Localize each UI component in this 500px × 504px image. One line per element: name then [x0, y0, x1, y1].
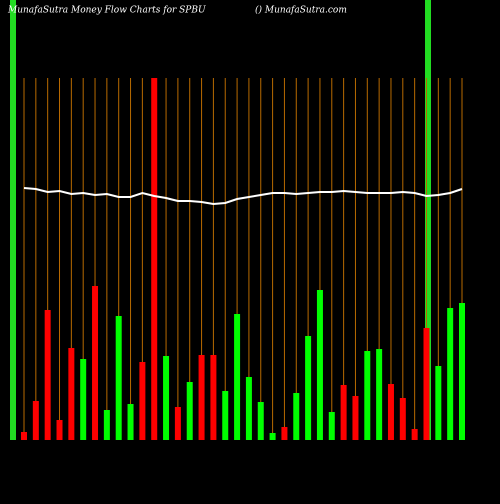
bar — [32, 401, 39, 440]
bar — [245, 377, 252, 440]
bar — [399, 398, 406, 440]
bar — [92, 286, 99, 440]
flow-line — [23, 187, 463, 206]
bar — [328, 412, 335, 440]
bar — [68, 348, 75, 440]
bar — [234, 314, 241, 440]
bar — [447, 308, 454, 440]
bar — [435, 366, 442, 440]
bar — [293, 393, 300, 440]
bar — [411, 429, 418, 440]
bar — [222, 391, 229, 440]
chart-subtitle: () MunafaSutra.com — [255, 5, 347, 16]
bar — [163, 356, 170, 440]
bar — [115, 316, 122, 440]
bar — [103, 410, 110, 440]
bar — [80, 359, 87, 440]
marker-band — [10, 0, 16, 440]
bar — [316, 290, 323, 440]
bar — [364, 351, 371, 440]
bar — [269, 433, 276, 440]
bar — [340, 385, 347, 440]
bar — [281, 427, 288, 440]
bar — [139, 362, 146, 440]
marker-band — [425, 0, 431, 440]
bar — [423, 328, 430, 440]
bar — [21, 432, 27, 440]
bar — [56, 420, 63, 440]
bar — [44, 310, 51, 440]
bar — [127, 404, 134, 440]
bar — [198, 355, 205, 440]
bar — [257, 402, 264, 440]
bar — [305, 336, 312, 440]
bar — [210, 355, 217, 440]
bar — [174, 407, 181, 440]
bar — [459, 303, 465, 440]
chart-title: MunafaSutra Money Flow Charts for SPBU — [7, 6, 206, 16]
bar — [186, 382, 193, 440]
bar — [352, 396, 359, 440]
grid — [23, 78, 463, 440]
bar — [387, 384, 394, 440]
bar — [376, 349, 383, 440]
bar — [151, 78, 158, 440]
